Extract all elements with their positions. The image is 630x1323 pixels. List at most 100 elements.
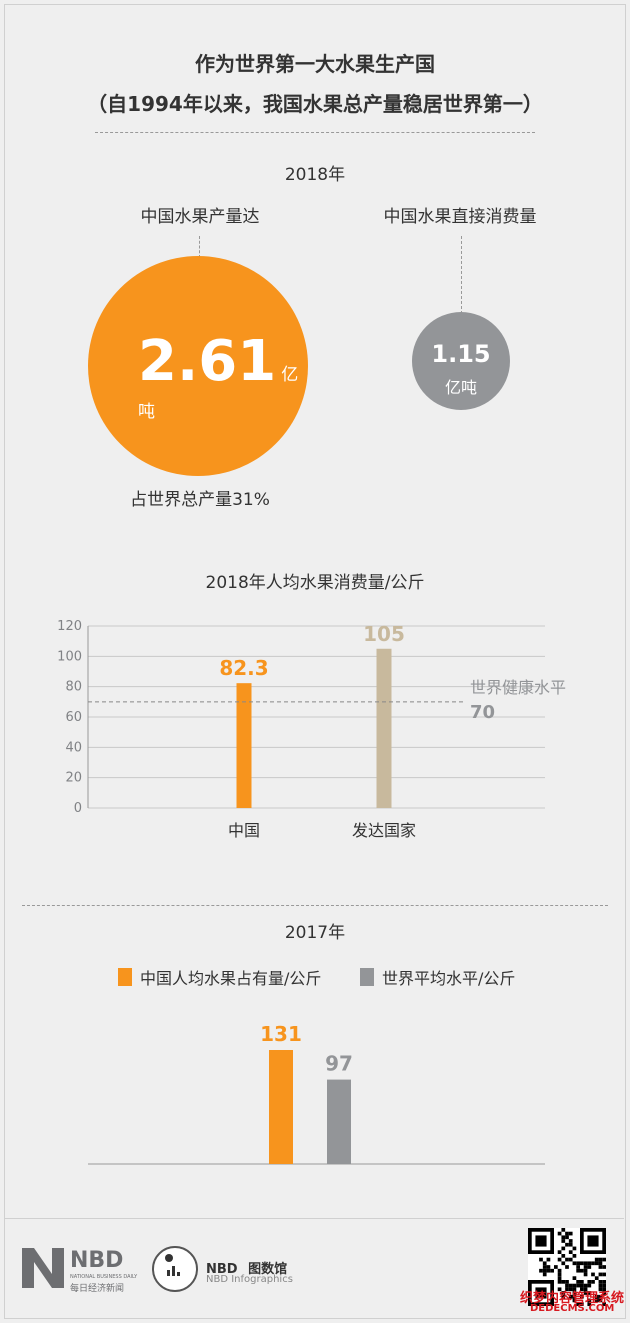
qr-module <box>542 1272 547 1277</box>
qr-module <box>576 1265 580 1269</box>
chart2-bar <box>269 1050 293 1164</box>
qr-module <box>583 1283 588 1288</box>
qr-module <box>561 1261 566 1266</box>
section-2018-year: 2018年 <box>284 165 346 185</box>
qr-module <box>591 1261 595 1266</box>
qr-module <box>594 1276 599 1280</box>
section-divider <box>22 905 608 906</box>
infographics-logo-cn: 图数馆 <box>248 1262 288 1277</box>
legend-label-world: 世界平均水平/公斤 <box>382 969 516 988</box>
qr-module <box>568 1287 573 1292</box>
qr-module <box>546 1265 551 1269</box>
chart2-title: 2017年 <box>284 923 346 943</box>
infographics-logo-en: NBD Infographics <box>206 1274 293 1285</box>
qr-module <box>594 1257 599 1262</box>
qr-module <box>546 1268 551 1273</box>
qr-module <box>550 1268 554 1273</box>
chart2-svg: 131 97 <box>88 1022 545 1165</box>
qr-module <box>576 1302 580 1306</box>
legend-swatch-world <box>360 968 374 986</box>
qr-module <box>542 1265 547 1269</box>
consumption-leader-line <box>461 236 462 314</box>
qr-module <box>583 1268 588 1273</box>
chart1-ytick-label: 40 <box>65 740 82 755</box>
qr-module <box>580 1283 584 1288</box>
qr-module <box>587 1291 592 1295</box>
production-circle <box>88 256 308 476</box>
consumption-unit: 亿吨 <box>444 378 477 397</box>
qr-module <box>565 1231 569 1236</box>
qr-module <box>557 1272 562 1277</box>
qr-module <box>594 1298 599 1303</box>
qr-module <box>576 1261 580 1266</box>
production-share: 占世界总产量31% <box>130 490 270 510</box>
chart1-reference-label: 世界健康水平 <box>470 678 566 697</box>
qr-module <box>561 1254 566 1258</box>
qr-finder-core <box>535 1287 547 1299</box>
production-label: 中国水果产量达 <box>140 207 260 227</box>
qr-module <box>602 1283 606 1288</box>
chart2-data-label: 131 <box>260 1022 302 1046</box>
footer-divider <box>4 1218 624 1219</box>
page-frame <box>4 4 626 1319</box>
qr-module <box>565 1242 569 1247</box>
qr-module <box>542 1268 547 1273</box>
qr-module <box>587 1261 592 1266</box>
qr-module <box>546 1257 551 1262</box>
qr-module <box>557 1250 562 1254</box>
qr-module <box>572 1287 577 1292</box>
legend-world: 世界平均水平/公斤 <box>360 965 515 989</box>
production-value: 2.61 <box>138 329 277 394</box>
consumption-value: 1.15 <box>431 340 491 368</box>
qr-module <box>580 1268 584 1273</box>
qr-module <box>554 1265 558 1269</box>
qr-module <box>587 1283 592 1288</box>
qr-module <box>568 1242 573 1247</box>
qr-module <box>565 1287 569 1292</box>
chart2-data-label: 97 <box>325 1052 353 1076</box>
qr-module <box>561 1239 566 1243</box>
legend-swatch-china <box>118 968 132 986</box>
qr-module <box>561 1235 566 1240</box>
qr-module <box>580 1280 584 1284</box>
chart1-ytick-label: 120 <box>57 619 82 634</box>
qr-module <box>587 1280 592 1284</box>
qr-module <box>561 1294 566 1299</box>
chart1-title: 2018年人均水果消费量/公斤 <box>205 573 425 593</box>
qr-module <box>580 1302 584 1306</box>
qr-module <box>572 1294 577 1299</box>
qr-module <box>568 1294 573 1299</box>
qr-module <box>557 1231 562 1236</box>
qr-module <box>572 1246 577 1251</box>
qr-module <box>568 1239 573 1243</box>
qr-module <box>598 1257 603 1262</box>
qr-module <box>598 1283 603 1288</box>
legend-label-china: 中国人均水果占有量/公斤 <box>140 969 322 988</box>
qr-finder-core <box>587 1235 599 1247</box>
qr-module <box>598 1265 603 1269</box>
qr-module <box>602 1280 606 1284</box>
qr-module <box>557 1276 562 1280</box>
qr-module <box>561 1228 566 1232</box>
qr-module <box>598 1294 603 1299</box>
nbd-logo-sub-cn: 每日经济新闻 <box>70 1284 125 1294</box>
qr-module <box>587 1302 592 1306</box>
nbd-logo-text: NBD <box>70 1248 124 1273</box>
qr-module <box>602 1265 606 1269</box>
chart1-ytick-label: 20 <box>65 771 82 786</box>
qr-module <box>598 1280 603 1284</box>
qr-module <box>565 1235 569 1240</box>
chart1-category-label: 中国 <box>228 821 260 840</box>
qr-module <box>557 1268 562 1273</box>
qr-module <box>542 1261 547 1266</box>
qr-module <box>583 1272 588 1277</box>
chart1-category-label: 发达国家 <box>352 821 416 840</box>
qr-module <box>598 1261 603 1266</box>
chart1-ytick-label: 60 <box>65 710 82 725</box>
nbd-logo-sub-en: NATIONAL BUSINESS DAILY <box>70 1274 138 1280</box>
qr-module <box>602 1272 606 1277</box>
legend-china: 中国人均水果占有量/公斤 <box>118 965 321 989</box>
qr-module <box>580 1261 584 1266</box>
qr-module <box>594 1294 599 1299</box>
qr-module <box>598 1287 603 1292</box>
